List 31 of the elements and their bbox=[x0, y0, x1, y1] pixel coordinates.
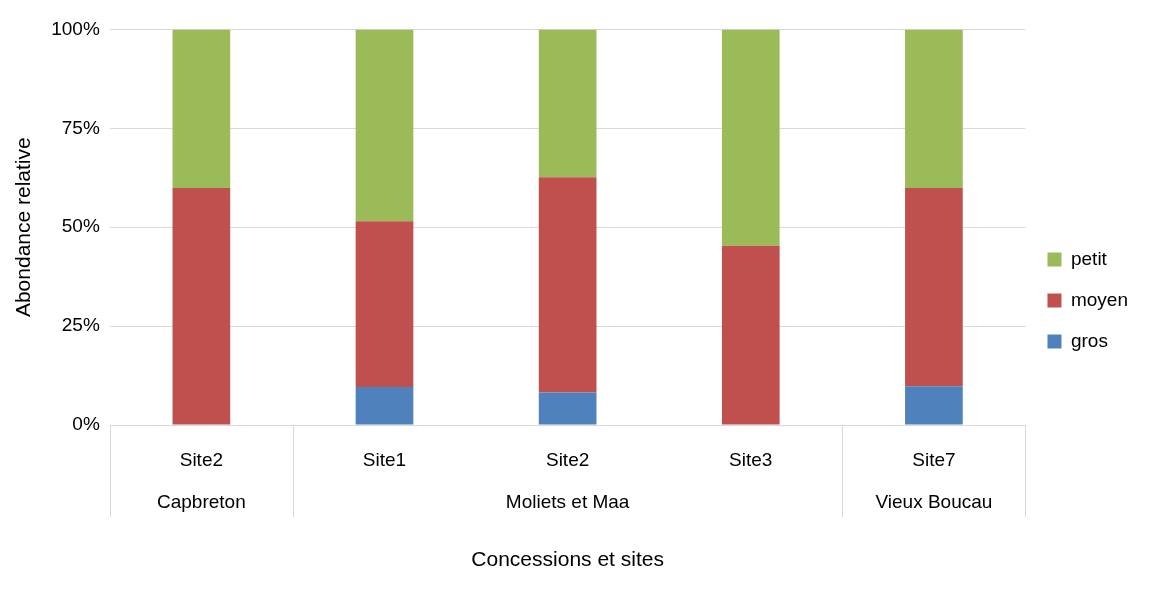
y-tick-label: 100% bbox=[51, 17, 100, 39]
y-tick-label: 0% bbox=[72, 413, 100, 435]
bar bbox=[905, 29, 963, 189]
text: Vieux Boucau bbox=[875, 491, 993, 513]
bar bbox=[355, 29, 414, 222]
bar bbox=[538, 29, 597, 178]
legend-label: gros bbox=[1070, 329, 1108, 351]
y-tick-label: 50% bbox=[61, 215, 100, 237]
bar bbox=[538, 177, 597, 393]
x-tick-label: Site1 bbox=[362, 448, 407, 470]
bar bbox=[355, 221, 414, 388]
x-tick-label: Site3 bbox=[729, 448, 773, 470]
bar bbox=[172, 188, 231, 425]
text: Capbreton bbox=[157, 491, 246, 513]
bar bbox=[721, 29, 780, 246]
y-axis-title: Abondance relative bbox=[11, 137, 35, 318]
x-tick-label: Site7 bbox=[912, 448, 956, 470]
x-axis-title: Concessions et sites bbox=[471, 547, 664, 571]
x-tick-label: Site2 bbox=[545, 448, 590, 470]
legend-label: petit bbox=[1070, 247, 1108, 269]
bar bbox=[905, 386, 963, 425]
x-tick-label: Site2 bbox=[179, 448, 224, 470]
y-tick-label: 75% bbox=[61, 116, 100, 138]
bar bbox=[905, 188, 963, 387]
bar bbox=[355, 387, 414, 425]
bar bbox=[721, 245, 780, 425]
y-tick-label: 25% bbox=[61, 314, 100, 336]
legend-label: moyen bbox=[1070, 288, 1128, 310]
bar bbox=[172, 29, 231, 189]
text: Moliets et Maa bbox=[505, 491, 630, 513]
bar bbox=[538, 392, 597, 425]
